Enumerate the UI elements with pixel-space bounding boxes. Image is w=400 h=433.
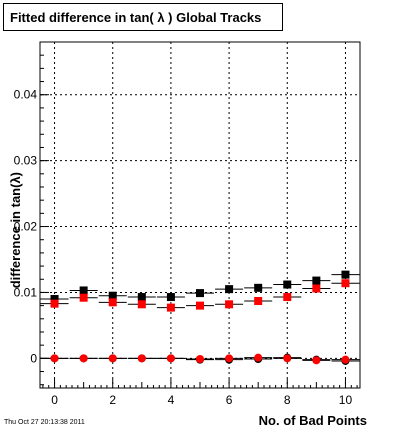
data-point-circle (79, 354, 88, 363)
x-tick-label: 2 (109, 393, 116, 407)
data-point-square (166, 303, 175, 312)
data-point-square (137, 293, 146, 302)
data-point-circle (312, 356, 321, 365)
data-point-circle (283, 354, 292, 363)
x-tick-label: 4 (168, 393, 175, 407)
y-tick-label: 0 (30, 351, 37, 365)
data-point-square (341, 279, 350, 288)
y-tick-label: 0.01 (14, 285, 38, 299)
data-point-circle (254, 353, 263, 362)
data-point-square (50, 295, 59, 304)
timestamp: Thu Oct 27 20:13:38 2011 (4, 419, 85, 426)
x-axis-label: No. of Bad Points (258, 413, 367, 428)
data-point-square (312, 284, 321, 293)
data-point-circle (50, 354, 59, 363)
data-point-circle (196, 355, 204, 364)
x-tick-label: 6 (226, 393, 233, 407)
data-marks (40, 270, 360, 365)
data-point-square (225, 285, 234, 294)
x-tick-label: 8 (284, 393, 291, 407)
data-point-square (196, 289, 204, 298)
data-point-circle (341, 355, 350, 364)
data-point-square (283, 293, 292, 302)
data-point-square (108, 298, 117, 307)
data-point-circle (137, 354, 146, 363)
data-point-square (283, 280, 292, 289)
data-point-square (108, 291, 117, 300)
data-point-square (225, 300, 234, 309)
ticks (40, 54, 358, 388)
x-tick-label: 10 (339, 393, 353, 407)
data-point-square (254, 283, 263, 292)
data-point-square (312, 276, 321, 285)
y-tick-label: 0.03 (14, 154, 38, 168)
data-point-square (254, 297, 263, 306)
tick-labels: 0 2 4 6 8 10 0 0.01 0.02 0.03 0.04 (14, 88, 353, 407)
data-point-circle (108, 354, 117, 363)
data-point-square (79, 293, 88, 302)
data-point-square (50, 299, 59, 308)
y-tick-label: 0.04 (14, 88, 38, 102)
chart-title: Fitted difference in tan( λ ) Global Tra… (3, 3, 283, 31)
data-point-square (166, 293, 175, 302)
data-point-square (196, 301, 204, 310)
data-point-square (137, 300, 146, 309)
data-point-square (79, 286, 88, 295)
y-tick-label: 0.02 (14, 220, 38, 234)
data-point-square (341, 270, 350, 279)
y-axis-label: difference in tan(λ) (8, 172, 23, 289)
x-tick-label: 0 (51, 393, 58, 407)
data-point-circle (166, 354, 175, 363)
plot-frame (39, 41, 361, 389)
data-point-circle (225, 354, 234, 363)
grid (40, 42, 360, 388)
